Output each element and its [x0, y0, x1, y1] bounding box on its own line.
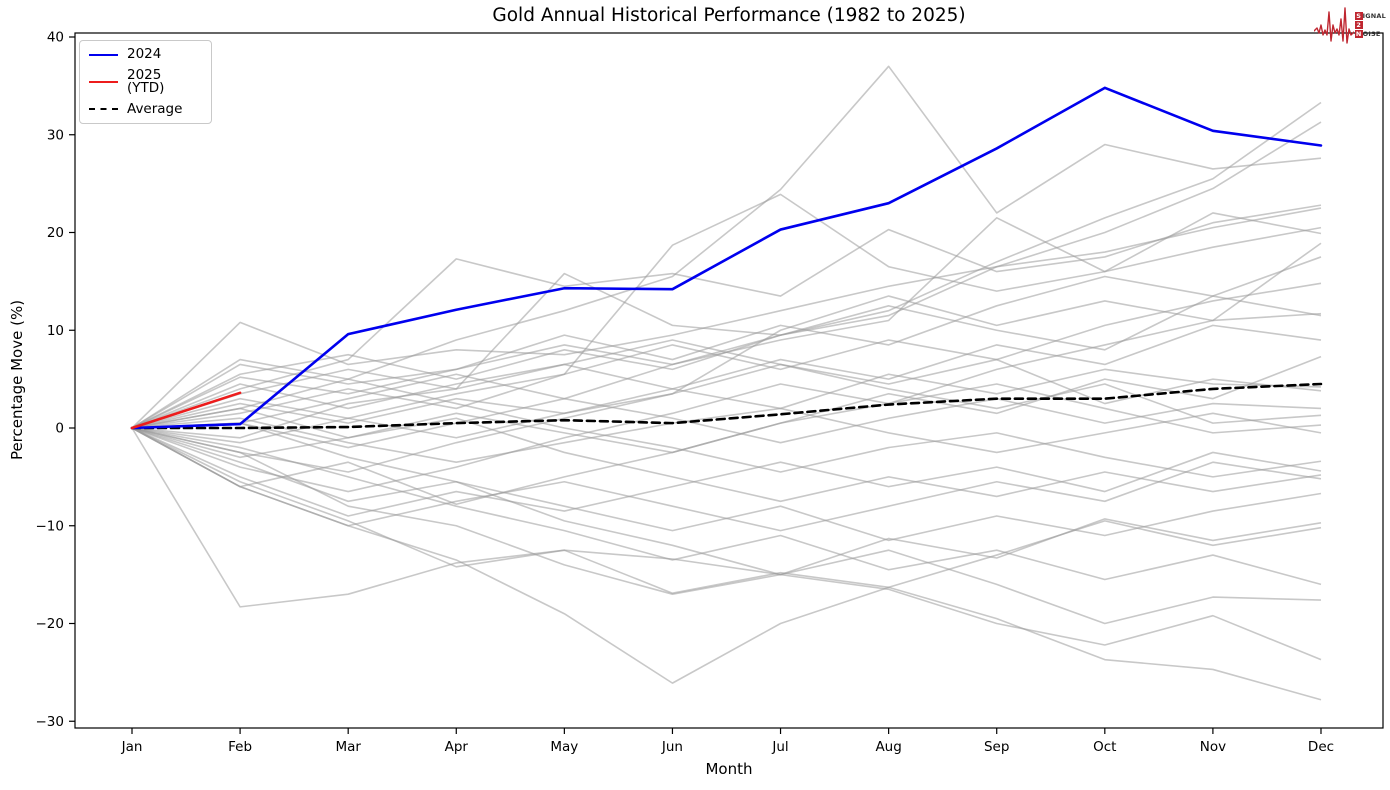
history-year-line	[131, 339, 1322, 429]
logo-word-ignal: IGNAL	[1362, 11, 1386, 20]
chart-title: Gold Annual Historical Performance (1982…	[492, 5, 966, 26]
chart-legend: 2024 2025 (YTD) Average	[79, 40, 212, 124]
history-year-line	[131, 204, 1322, 429]
logo-row-signal: S IGNAL	[1354, 11, 1386, 20]
x-tick-label: Jan	[121, 739, 143, 755]
history-year-line	[131, 363, 1322, 429]
x-tick-label: Aug	[875, 739, 901, 755]
history-year-line	[131, 282, 1322, 429]
plot-border	[74, 32, 1384, 729]
history-year-line	[131, 373, 1322, 444]
legend-entry-2024: 2024	[89, 46, 201, 62]
legend-label-average: Average	[127, 100, 183, 117]
history-year-line	[131, 207, 1322, 439]
x-tick-label: Dec	[1308, 739, 1334, 755]
history-year-line	[131, 427, 1322, 586]
legend-entry-2025-ytd: 2025 (YTD)	[89, 66, 201, 96]
y-tick-label: 0	[55, 421, 64, 437]
signal2noise-logo: S IGNAL 2 N OISE	[1313, 4, 1386, 46]
history-year-line	[131, 256, 1322, 429]
y-tick-label: 40	[47, 30, 64, 46]
history-year-line	[131, 242, 1322, 473]
x-tick-label: Jun	[661, 739, 683, 755]
x-tick-label: Sep	[984, 739, 1009, 755]
legend-line-sample-2024	[89, 53, 118, 56]
legend-label-2024: 2024	[127, 46, 162, 62]
ekg-waveform-icon	[1313, 7, 1354, 44]
history-year-line	[131, 427, 1322, 661]
y-tick-label: −10	[36, 518, 65, 534]
y-tick-label: 10	[47, 323, 64, 339]
y-tick-label: 30	[47, 127, 64, 143]
x-tick-label: Mar	[335, 739, 361, 755]
x-tick-label: Apr	[445, 739, 469, 755]
logo-letter-s: S	[1354, 11, 1363, 20]
x-tick-label: Nov	[1200, 739, 1226, 755]
x-tick-label: Oct	[1093, 739, 1116, 755]
history-year-line	[131, 383, 1322, 459]
series-line-2025-ytd	[130, 391, 242, 430]
series-line-2024	[130, 86, 1323, 430]
history-year-line	[131, 358, 1322, 444]
logo-row-noise: N OISE	[1354, 29, 1386, 38]
legend-line-sample-2025-ytd	[89, 81, 118, 83]
history-year-line	[131, 407, 1322, 464]
history-year-line	[131, 427, 1322, 625]
history-year-line	[131, 324, 1322, 429]
y-tick-label: −30	[36, 714, 65, 730]
history-year-line	[131, 427, 1322, 517]
legend-entry-average: Average	[89, 100, 201, 117]
logo-word-oise: OISE	[1362, 29, 1381, 38]
history-year-line	[131, 121, 1322, 429]
x-tick-label: May	[550, 739, 578, 755]
y-tick-label: 20	[47, 225, 64, 241]
logo-letter-n: N	[1354, 29, 1363, 38]
history-year-line	[131, 427, 1322, 684]
x-axis-label: Month	[705, 760, 753, 778]
series-line-average	[130, 382, 1323, 430]
y-axis-label: Percentage Move (%)	[8, 299, 26, 461]
legend-line-sample-average	[89, 108, 118, 111]
history-year-line	[131, 193, 1322, 429]
history-year-line	[131, 422, 1322, 542]
x-tick-label: Jul	[771, 739, 788, 755]
history-year-line	[131, 101, 1322, 429]
x-tick-label: Feb	[228, 739, 252, 755]
logo-digit-2: 2	[1354, 20, 1363, 29]
logo-row-2: 2	[1354, 20, 1386, 29]
history-year-line	[131, 217, 1322, 449]
history-year-line	[131, 427, 1322, 701]
history-year-line	[131, 358, 1322, 478]
history-year-line	[131, 427, 1322, 608]
legend-label-2025-ytd: 2025 (YTD)	[127, 66, 165, 96]
history-year-line	[131, 407, 1322, 503]
y-tick-label: −20	[36, 616, 65, 632]
history-year-line	[131, 65, 1322, 429]
logo-text: S IGNAL 2 N OISE	[1354, 11, 1386, 38]
